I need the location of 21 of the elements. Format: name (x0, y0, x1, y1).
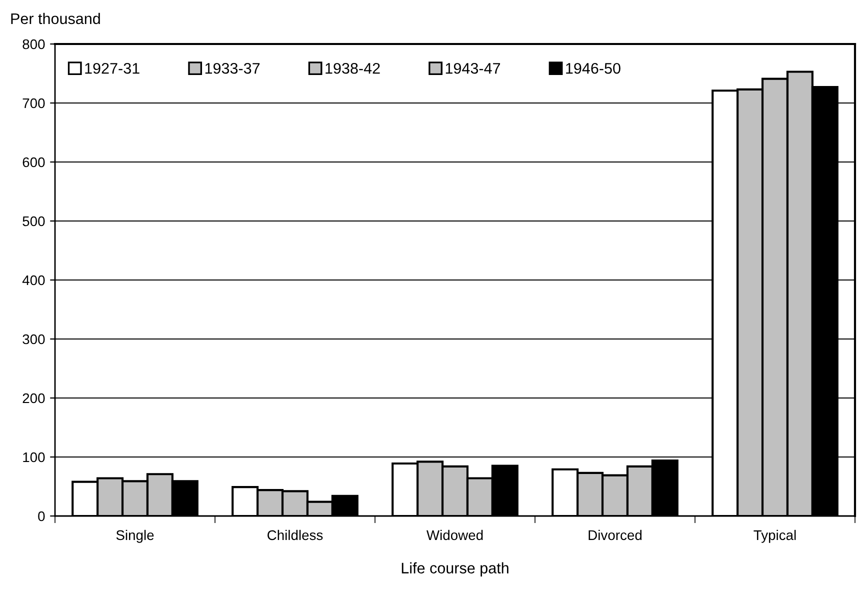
x-tick-label: Typical (754, 530, 796, 543)
y-axis-title: Per thousand (11, 12, 100, 24)
y-tick-label: 600 (22, 157, 45, 168)
legend-label: 1946-50 (566, 62, 620, 74)
legend-label: 1933-37 (205, 62, 260, 74)
y-tick-label: 200 (22, 393, 45, 404)
x-tick-label: Divorced (588, 530, 642, 540)
y-tick-label: 700 (22, 98, 45, 108)
y-tick-label: 100 (23, 452, 45, 462)
y-tick-label: 400 (22, 275, 45, 286)
y-tick-label: 300 (22, 334, 45, 344)
x-tick-label: Single (116, 530, 154, 543)
y-tick-label: 500 (22, 216, 45, 226)
x-tick-label: Widowed (426, 530, 483, 540)
y-tick-label: 800 (22, 39, 45, 50)
x-axis-title: Life course path (402, 562, 508, 577)
x-tick-label: Childless (268, 530, 323, 540)
legend-label: 1927-31 (85, 62, 140, 74)
y-tick-label: 0 (38, 511, 45, 522)
legend-label: 1943-47 (446, 62, 500, 74)
legend-label: 1938-42 (326, 62, 380, 74)
